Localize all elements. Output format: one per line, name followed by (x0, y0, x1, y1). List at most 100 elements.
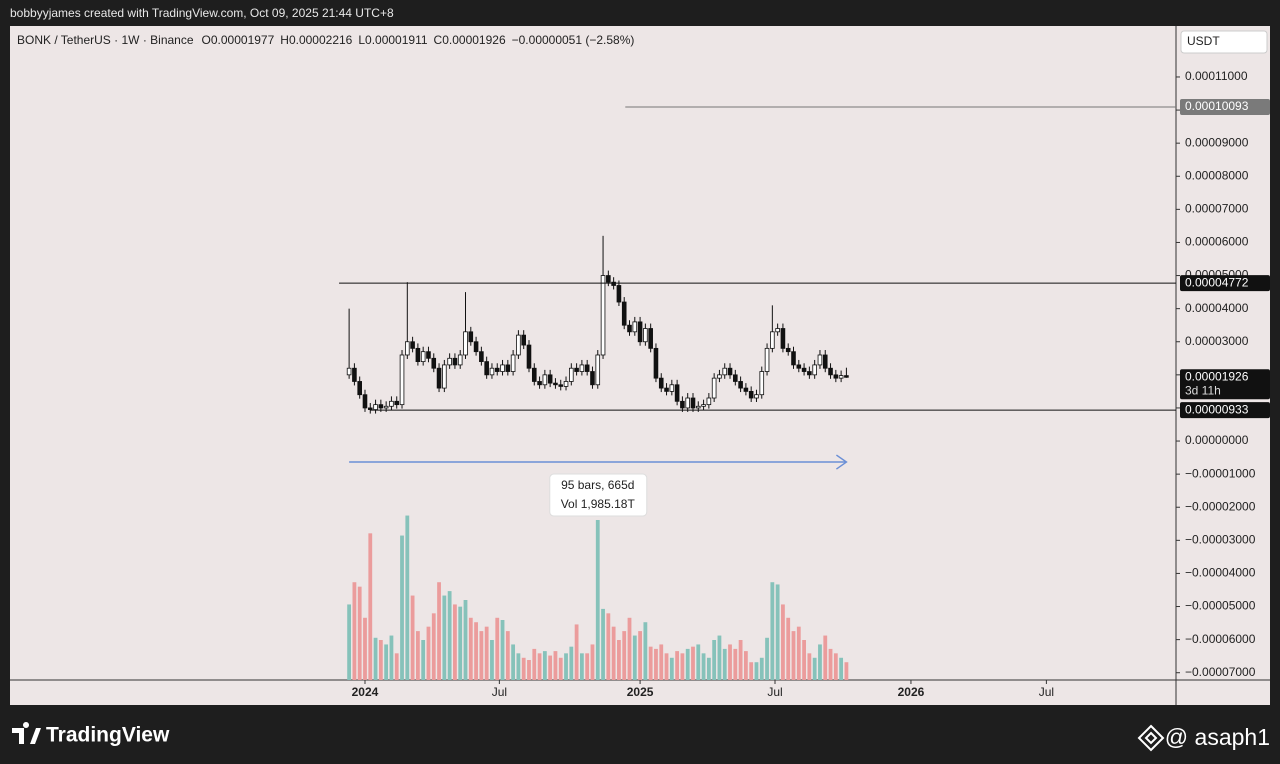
volume-bar (532, 648, 537, 680)
candle-body (547, 374, 553, 384)
ohlc-key: O (202, 33, 211, 47)
candle-body (711, 377, 717, 399)
candle-body (822, 354, 828, 369)
measure-text: 95 bars, 665d (561, 478, 634, 492)
candle-body (616, 285, 622, 303)
volume-bar (511, 644, 516, 680)
volume-bar (352, 582, 357, 680)
volume-bar (823, 635, 828, 680)
volume-bar (415, 631, 420, 680)
ohlc-value: 0.00001911 (365, 33, 428, 47)
candle-body (637, 321, 643, 343)
volume-bar (796, 626, 801, 680)
ohlc-key: C (434, 33, 443, 47)
y-tick-label: 0.00003000 (1185, 334, 1249, 348)
candle-body (383, 405, 389, 409)
volume-bar (569, 646, 574, 680)
level-label: 0.00004772 (1185, 275, 1249, 289)
y-tick-label: −0.00004000 (1185, 566, 1256, 580)
candle-body (436, 367, 442, 389)
measure-arrowhead (835, 454, 848, 470)
volume-bar (617, 640, 621, 680)
volume-bar (378, 640, 383, 680)
candle-body (653, 347, 659, 379)
candle-body (410, 341, 415, 349)
candle-body (521, 334, 526, 346)
candle-body (733, 374, 738, 382)
candle-body (690, 397, 696, 409)
candle-body (685, 397, 690, 409)
volume-bar (442, 595, 447, 680)
volume-bar (728, 644, 732, 680)
volume-bar (527, 660, 531, 680)
brand: TradingView (46, 724, 170, 747)
binance-icon (1137, 724, 1165, 752)
volume-bar (516, 653, 521, 680)
candle-body (389, 400, 394, 407)
currency-button[interactable] (1180, 30, 1268, 54)
y-tick-label: 0.00008000 (1185, 168, 1249, 182)
volume-bar (696, 644, 701, 680)
candle-body (796, 364, 802, 369)
candle-body (452, 357, 458, 366)
volume-bar (347, 604, 352, 680)
level-label: 0.00010093 (1185, 99, 1249, 113)
y-tick-label: 0.00000000 (1185, 433, 1249, 447)
volume-bar (574, 624, 579, 680)
candle-body (563, 381, 569, 387)
x-tick-label: Jul (492, 685, 507, 699)
ohlc-key: L (358, 33, 365, 47)
volume-bar (643, 622, 648, 680)
volume-bar (521, 657, 526, 680)
y-tick-label: −0.00005000 (1185, 599, 1256, 613)
candle-body (775, 328, 780, 333)
volume-bar (606, 613, 611, 680)
chart-background (10, 26, 1270, 705)
candle-body (695, 405, 701, 409)
candle-body (537, 381, 542, 386)
candle-body (844, 375, 849, 378)
ohlc-key: H (280, 33, 289, 47)
candle-body (394, 400, 400, 406)
candle-body (643, 328, 648, 343)
candle-body (346, 367, 352, 376)
volume-bar (717, 635, 722, 680)
candle-body (669, 384, 675, 392)
candle-body (447, 357, 452, 366)
candle-body (373, 404, 378, 410)
volume-bar (701, 653, 706, 680)
candle-body (738, 381, 743, 389)
y-tick-label: −0.00002000 (1185, 499, 1256, 513)
volume-bar (431, 613, 436, 680)
volume-bar (495, 617, 500, 680)
y-tick-label: 0.00006000 (1185, 235, 1249, 249)
change: −0.00000051 (−2.58%) (512, 33, 635, 47)
volume-bar (733, 648, 738, 680)
candle-body (648, 328, 653, 349)
candle-body (658, 377, 664, 389)
ohlc-value: 0.00001977 (211, 33, 275, 47)
y-tick-label: 0.00009000 (1185, 135, 1249, 149)
candle-body (405, 341, 410, 356)
y-tick-label: −0.00003000 (1185, 533, 1256, 547)
volume-bar (405, 515, 410, 680)
volume-bar (453, 604, 457, 680)
volume-bar (812, 657, 817, 680)
volume-bar (548, 655, 553, 680)
candle-body (833, 374, 839, 379)
volume-bar (426, 626, 431, 680)
candle-body (569, 367, 574, 382)
candle-body (579, 364, 585, 372)
volume-bar (802, 640, 806, 680)
volume-bar (712, 640, 717, 680)
y-tick-label: 0.00004000 (1185, 301, 1249, 315)
candle-body (463, 331, 468, 356)
volume-bar (775, 584, 780, 680)
candle-body (621, 301, 627, 326)
candle-body (558, 384, 564, 387)
volume-bar (833, 653, 838, 680)
candle-body (817, 354, 823, 366)
candle-body (759, 371, 765, 396)
volume-bar (654, 648, 658, 680)
volume-bar (627, 617, 632, 680)
